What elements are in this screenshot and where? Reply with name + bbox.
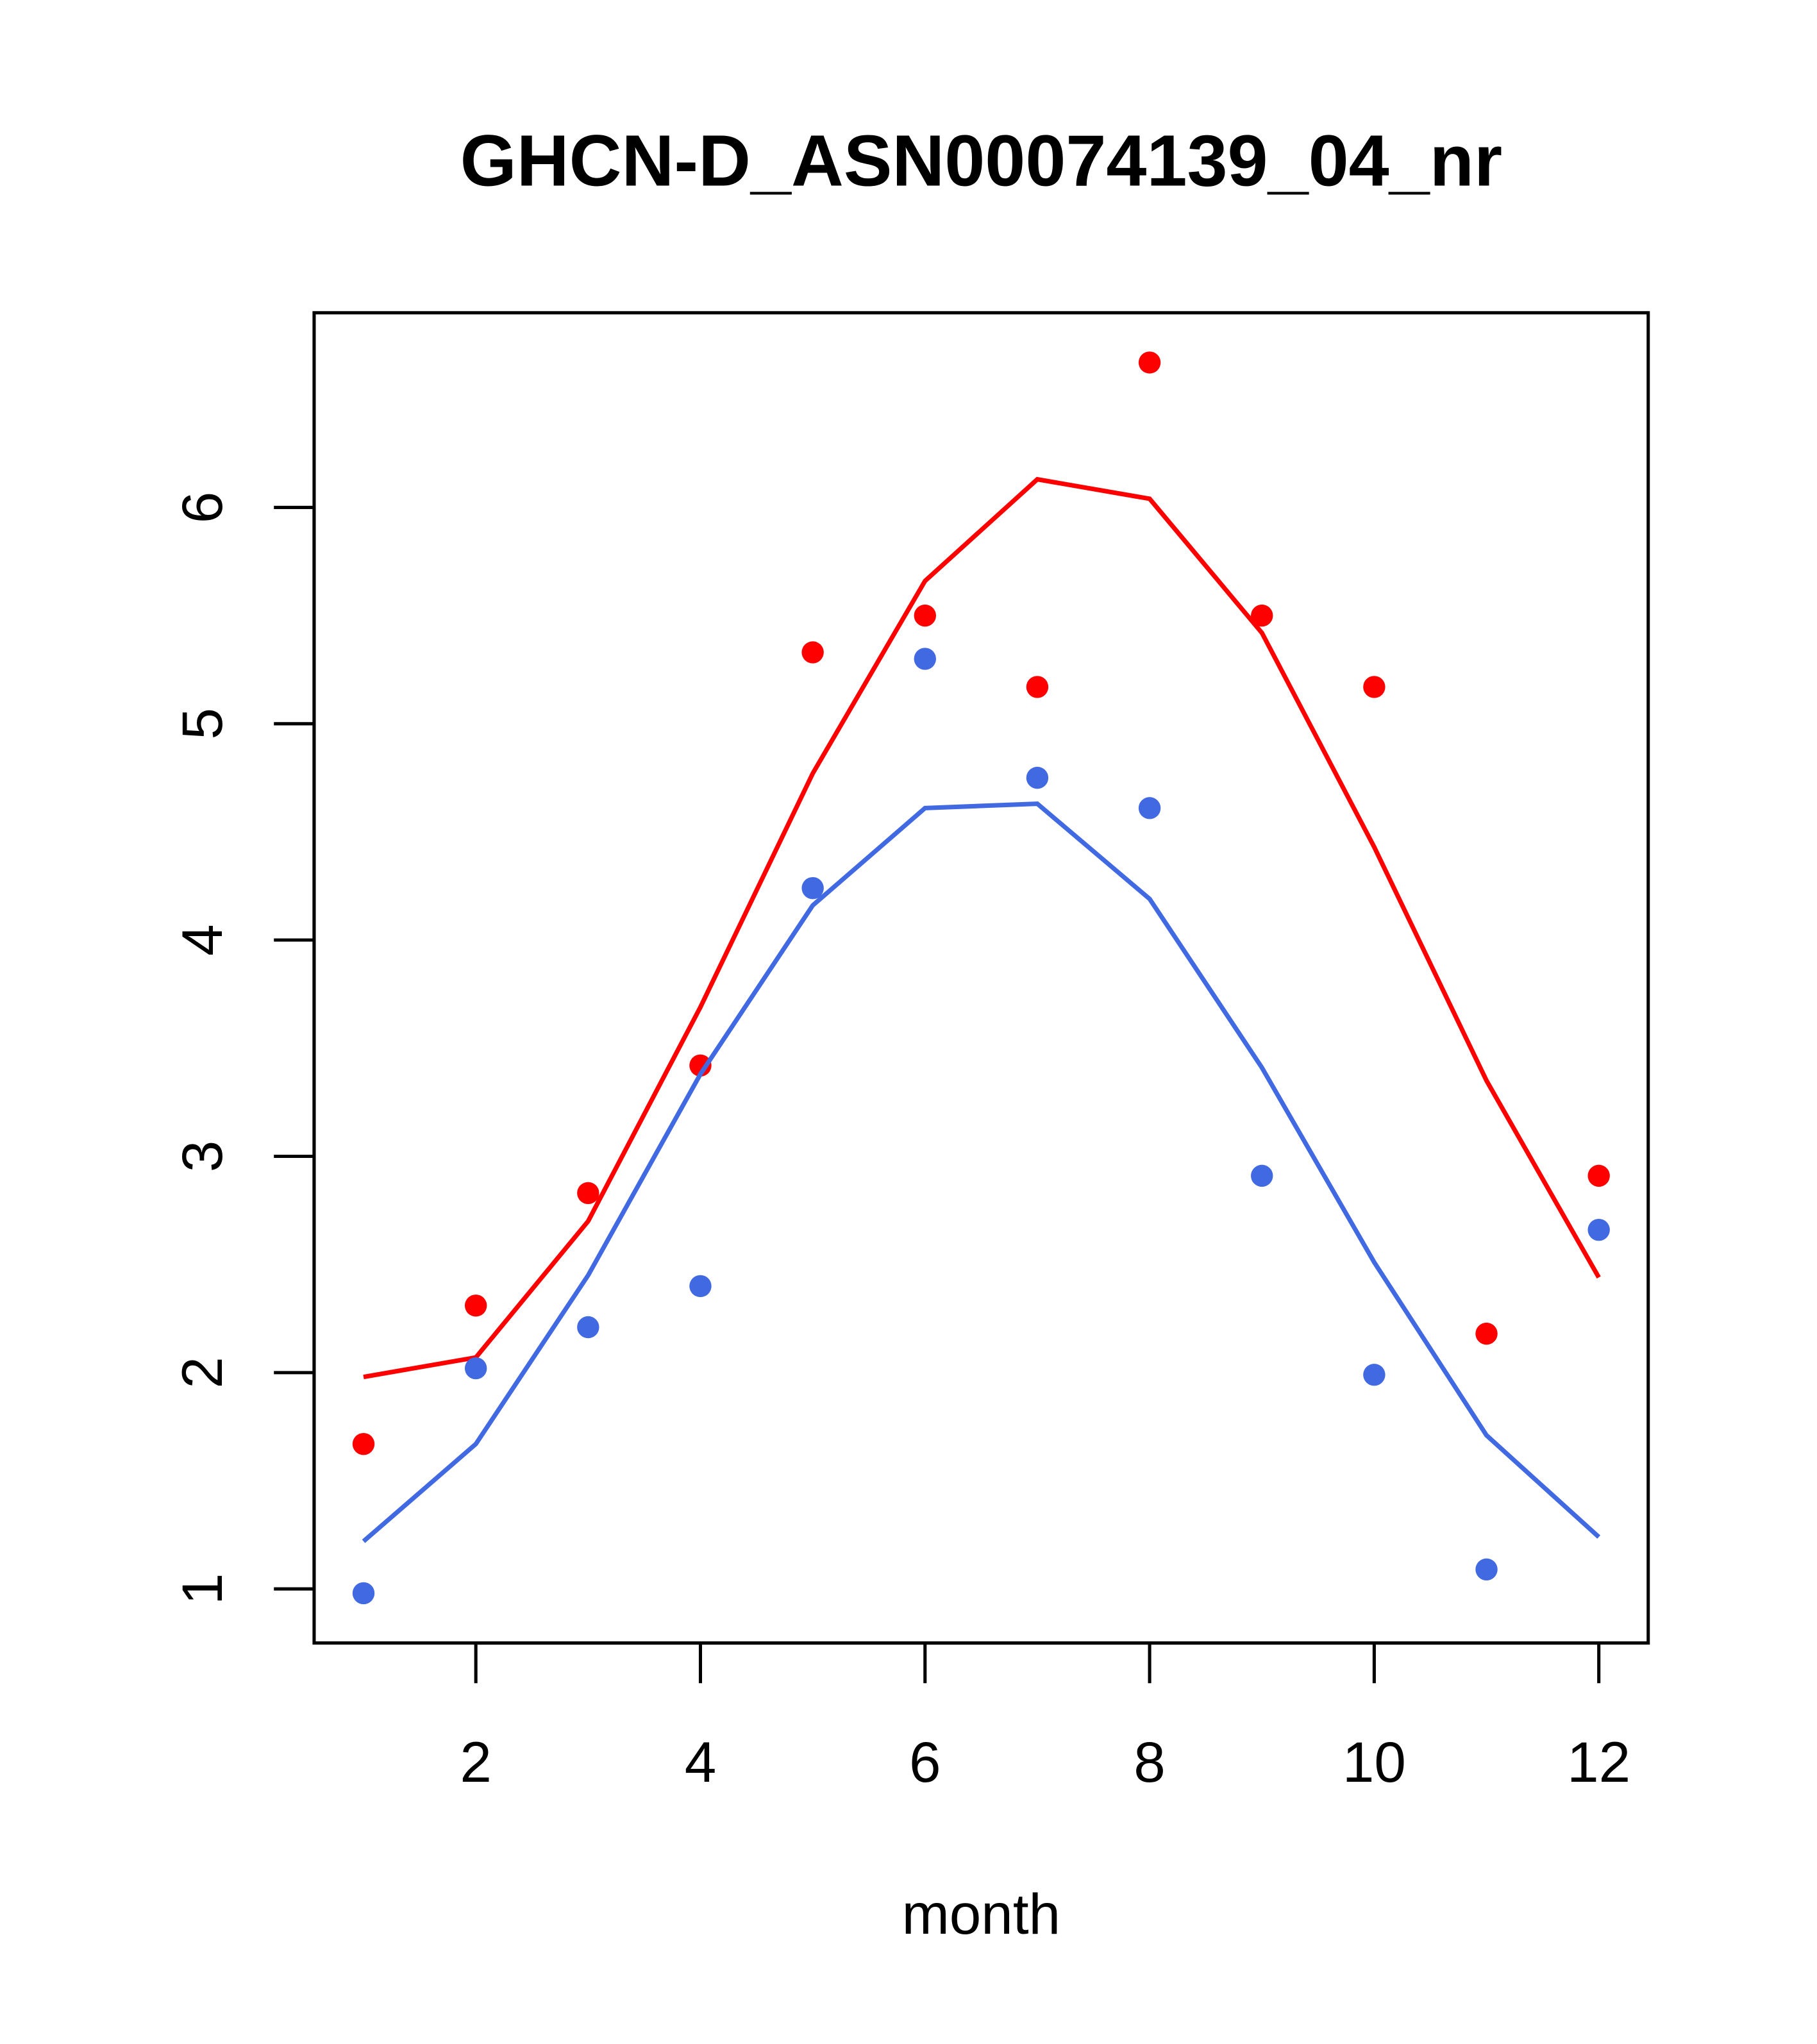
red-points-point — [1587, 1164, 1610, 1187]
chart-title: GHCN-D_ASN00074139_04_nr — [460, 120, 1502, 201]
y-tick-label: 2 — [170, 1357, 234, 1389]
x-axis: 2 4 6 8 10 12 — [460, 1641, 1630, 1794]
red-line-series — [363, 476, 1601, 1380]
blue-points-point — [801, 876, 824, 900]
x-tick-label: 4 — [685, 1730, 717, 1794]
plot-marks — [352, 351, 1610, 1605]
y-tick-label: 4 — [170, 924, 234, 956]
blue-points-point — [914, 648, 936, 670]
red-points-point — [1026, 676, 1049, 698]
red-points-point — [914, 604, 936, 627]
red-points-point — [1363, 676, 1386, 698]
y-tick-label: 5 — [170, 708, 234, 740]
blue-points-point — [1363, 1364, 1386, 1386]
plot-frame — [312, 311, 1650, 1645]
blue-points-point — [464, 1357, 487, 1380]
y-tick-label: 6 — [170, 492, 234, 524]
y-tick-label: 3 — [170, 1141, 234, 1173]
x-tick-label: 12 — [1567, 1730, 1630, 1794]
blue-points-point — [352, 1582, 375, 1605]
blue-line-series — [362, 801, 1601, 1543]
x-tick-label: 10 — [1343, 1730, 1406, 1794]
blue-points-point — [577, 1316, 599, 1339]
x-tick-label: 8 — [1134, 1730, 1166, 1794]
red-points-point — [577, 1182, 599, 1205]
blue-points-point — [689, 1275, 712, 1298]
red-points-point — [801, 641, 824, 664]
y-tick-label: 1 — [170, 1573, 234, 1605]
y-axis: 1 2 3 4 5 6 — [170, 492, 316, 1605]
red-points-point — [1138, 351, 1161, 374]
red-points-point — [464, 1294, 487, 1317]
blue-points-point — [1475, 1558, 1498, 1581]
blue-points-point — [1026, 766, 1049, 789]
x-axis-label: month — [902, 1882, 1061, 1946]
blue-points-point — [1251, 1164, 1273, 1187]
red-points-point — [1251, 604, 1273, 627]
red-points-point — [352, 1432, 375, 1455]
blue-points-point — [1587, 1218, 1610, 1241]
x-tick-label: 2 — [460, 1730, 492, 1794]
x-tick-label: 6 — [909, 1730, 941, 1794]
red-points-point — [689, 1054, 712, 1077]
red-points-point — [1475, 1322, 1498, 1345]
blue-points-point — [1138, 797, 1161, 819]
